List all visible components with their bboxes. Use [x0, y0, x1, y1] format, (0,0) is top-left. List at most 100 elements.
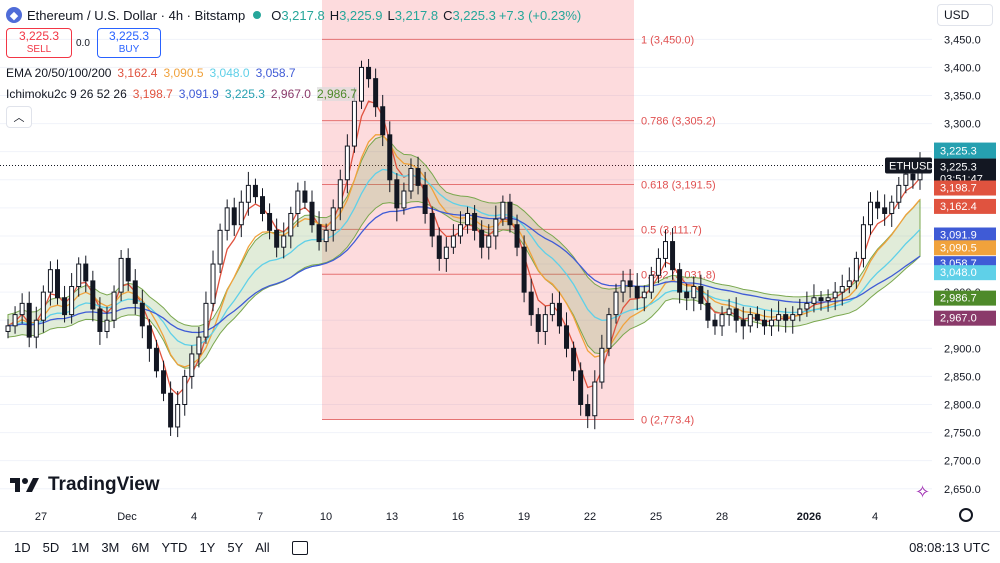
time-tick-label: 28 [716, 511, 728, 523]
price-tick-label: 3,400.0 [944, 62, 981, 74]
price-tick-label: 3,300.0 [944, 119, 981, 131]
candle-body [465, 212, 471, 226]
candle-body [776, 314, 782, 321]
ichimoku-span-a-value: 2,967.0 [270, 87, 311, 101]
candle-body [797, 308, 803, 316]
candle-body [571, 347, 577, 372]
timeframe-5d[interactable]: 5D [42, 540, 60, 555]
candle-body [302, 190, 308, 203]
spread-value: 0.0 [76, 38, 90, 49]
timeframe-5y[interactable]: 5Y [227, 540, 244, 555]
timeframe-3m[interactable]: 3M [101, 540, 120, 555]
open-label: O [271, 7, 282, 23]
candle-body [111, 291, 117, 321]
candle-body [373, 78, 379, 108]
collapse-legend-button[interactable]: ︿ [6, 106, 32, 128]
candle-body [19, 302, 25, 316]
time-tick-label: 25 [650, 511, 662, 523]
candle-body [592, 381, 598, 417]
candles [5, 58, 923, 438]
last-price-badge: 3,225.3 [940, 162, 977, 174]
candle-body [281, 235, 287, 248]
currency-select[interactable]: USD [937, 4, 993, 26]
candle-body [429, 212, 435, 237]
time-tick-label: 13 [386, 511, 398, 523]
candle-body [613, 291, 619, 316]
candle-body [655, 257, 661, 276]
ichimoku-base-value: 3,091.9 [178, 87, 219, 101]
buy-label: BUY [118, 44, 140, 55]
indicator-lines [7, 100, 921, 396]
candle-body [450, 235, 456, 248]
candle-body [443, 246, 449, 259]
candle-body [733, 308, 739, 321]
timeframe-1m[interactable]: 1M [71, 540, 90, 555]
high-value: 3,225.9 [339, 7, 383, 23]
fib-level-label: 0.5 (3,111.7) [641, 224, 702, 236]
sell-button[interactable]: 3,225.3 SELL [6, 28, 72, 58]
timeframe-1d[interactable]: 1D [14, 540, 31, 555]
buy-button[interactable]: 3,225.3 BUY [97, 28, 161, 58]
candle-body [868, 201, 874, 226]
open-value: 3,217.8 [281, 7, 325, 23]
time-tick-label: 19 [518, 511, 530, 523]
candle-body [422, 184, 428, 214]
price-tick-label: 2,750.0 [944, 428, 981, 440]
candle-body [726, 308, 732, 316]
candle-body [54, 269, 60, 299]
timeframe-6m[interactable]: 6M [131, 540, 150, 555]
candle-body [125, 257, 131, 282]
candle-body [196, 336, 202, 355]
candle-body [83, 263, 89, 282]
time-tick-label: 10 [320, 511, 332, 523]
price-badge-background [934, 142, 996, 159]
price-badge: 2,986.7 [940, 293, 977, 305]
high-label: H [329, 7, 340, 23]
calendar-icon[interactable] [291, 540, 308, 555]
candle-body [118, 257, 124, 293]
candle-body [351, 100, 357, 147]
candle-body [436, 235, 442, 259]
timeframe-ytd[interactable]: YTD [161, 540, 188, 555]
sparkle-icon[interactable]: ✧ [915, 482, 931, 502]
ichimoku-span-b-value: 2,986.7 [316, 87, 357, 101]
price-chart[interactable]: 1 (3,450.0) 0.786 (3,305.2) 0.618 (3,191.5… [0, 0, 1000, 530]
candle-body [698, 286, 704, 304]
price-tick-label: 2,900.0 [944, 343, 981, 355]
candle-body [896, 184, 902, 203]
candle-body [804, 302, 810, 310]
price-badge-background [934, 310, 996, 326]
candle-body [747, 314, 753, 327]
candle-body [839, 286, 845, 293]
candle-body [578, 370, 584, 405]
utc-clock[interactable]: 08:08:13 UTC [909, 540, 990, 555]
candle-body [316, 224, 322, 243]
ichimoku-legend[interactable]: Ichimoku2c 9 26 52 26 3,198.7 3,091.9 3,… [6, 87, 357, 101]
candle-body [641, 291, 647, 299]
timeframe-1y[interactable]: 1Y [199, 540, 216, 555]
ema-200-value: 3,058.7 [255, 66, 296, 80]
candle-body [182, 375, 188, 405]
fib-level-label: 0.618 (3,191.5) [641, 180, 716, 192]
candle-body [245, 184, 251, 203]
candle-body [556, 302, 562, 327]
ema-legend[interactable]: EMA 20/50/100/200 3,162.4 3,090.5 3,048.… [6, 66, 296, 80]
candle-body [662, 241, 668, 259]
gear-icon[interactable] [959, 508, 973, 522]
timeframe-all[interactable]: All [255, 540, 270, 555]
candle-body [358, 66, 364, 102]
symbol-tag-background [885, 157, 932, 174]
symbol-title[interactable]: Ethereum / U.S. Dollar · 4h · Bitstamp [27, 7, 246, 23]
symbol-tag: ETHUSD [889, 161, 934, 173]
time-tick-label: 22 [584, 511, 596, 523]
candle-body [238, 201, 244, 226]
candle-body [76, 263, 82, 288]
candle-body [783, 314, 789, 321]
candle-body [231, 207, 237, 226]
candle-body [493, 218, 499, 237]
time-tick-label: 2026 [797, 511, 821, 523]
candle-body [5, 325, 11, 332]
candle-body [535, 314, 541, 332]
candle-body [40, 291, 46, 321]
price-badge: 3,198.7 [940, 183, 977, 195]
